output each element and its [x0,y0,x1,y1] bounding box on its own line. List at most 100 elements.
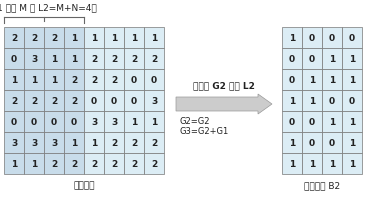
Text: 0: 0 [289,76,295,85]
Bar [322,70,342,90]
Text: 2: 2 [71,76,77,85]
Text: 0: 0 [11,55,17,64]
Text: 1: 1 [289,34,295,43]
Text: 0: 0 [131,76,137,85]
Text: 灰度位图: 灰度位图 [73,181,95,189]
Bar [124,49,144,70]
Text: 2: 2 [11,34,17,43]
Text: 2: 2 [111,76,117,85]
Text: 2: 2 [71,159,77,168]
Bar [84,112,104,132]
Bar [342,28,362,49]
Text: 1: 1 [289,138,295,147]
Bar [302,70,322,90]
Bar [124,112,144,132]
Text: 0: 0 [329,138,335,147]
Text: 0: 0 [71,117,77,126]
Text: 2: 2 [91,76,97,85]
Bar [64,49,84,70]
Text: 1: 1 [349,159,355,168]
Text: 0: 0 [309,34,315,43]
Text: 1: 1 [349,55,355,64]
Bar [302,112,322,132]
Text: 1: 1 [309,97,315,105]
Text: 1: 1 [349,76,355,85]
Text: 1: 1 [289,97,295,105]
Text: 0: 0 [289,55,295,64]
Text: 1: 1 [111,34,117,43]
Bar [4,49,24,70]
Text: 1: 1 [329,117,335,126]
Bar [302,49,322,70]
Bar [84,70,104,90]
Bar [282,49,302,70]
Text: 0: 0 [309,55,315,64]
Text: 1: 1 [309,76,315,85]
Text: 3: 3 [31,55,37,64]
Bar [302,90,322,112]
Text: 2: 2 [151,138,157,147]
Bar [144,90,164,112]
Bar [282,70,302,90]
Text: L1 右移 M 列 L2=M+N=4列: L1 右移 M 列 L2=M+N=4列 [0,3,96,12]
Bar [322,90,342,112]
Text: 0: 0 [349,97,355,105]
Bar [104,90,124,112]
Bar [282,28,302,49]
Text: 3: 3 [11,138,17,147]
Bar [282,153,302,174]
Text: 0: 0 [31,117,37,126]
Text: 3: 3 [51,138,57,147]
Bar [124,90,144,112]
Bar [342,132,362,153]
Bar [342,70,362,90]
Text: 1: 1 [309,159,315,168]
Bar [64,90,84,112]
Text: 0: 0 [111,97,117,105]
Bar [302,132,322,153]
Bar [4,90,24,112]
Bar [64,112,84,132]
Text: 2: 2 [71,97,77,105]
Text: 2: 2 [131,55,137,64]
Text: 用灰度 G2 分解 L2: 用灰度 G2 分解 L2 [193,81,255,90]
Bar [144,132,164,153]
Text: 1: 1 [51,55,57,64]
Text: 2: 2 [111,138,117,147]
Text: 2: 2 [11,97,17,105]
Text: 0: 0 [309,117,315,126]
Bar [24,132,44,153]
Text: 2: 2 [131,138,137,147]
Text: 1: 1 [71,34,77,43]
Text: 2: 2 [151,159,157,168]
Text: 1: 1 [151,34,157,43]
Text: 0: 0 [91,97,97,105]
Bar [84,153,104,174]
Bar [124,153,144,174]
Text: 0: 0 [309,138,315,147]
Text: 0: 0 [349,34,355,43]
Bar [104,49,124,70]
Text: 2: 2 [111,159,117,168]
Text: 1: 1 [31,76,37,85]
Text: 1: 1 [151,117,157,126]
Bar [24,153,44,174]
Bar [84,90,104,112]
Bar [84,132,104,153]
Bar [104,28,124,49]
Text: G2=G2: G2=G2 [180,117,211,126]
Bar [4,70,24,90]
Bar [64,70,84,90]
Bar [144,70,164,90]
Bar [282,132,302,153]
Text: 1: 1 [11,76,17,85]
Bar [84,28,104,49]
Text: 二值位图 B2: 二值位图 B2 [304,181,340,189]
Bar [342,90,362,112]
Bar [302,153,322,174]
Text: 1: 1 [91,138,97,147]
Text: 1: 1 [131,117,137,126]
Text: 1: 1 [131,34,137,43]
Text: 3: 3 [31,138,37,147]
Text: 1: 1 [51,76,57,85]
